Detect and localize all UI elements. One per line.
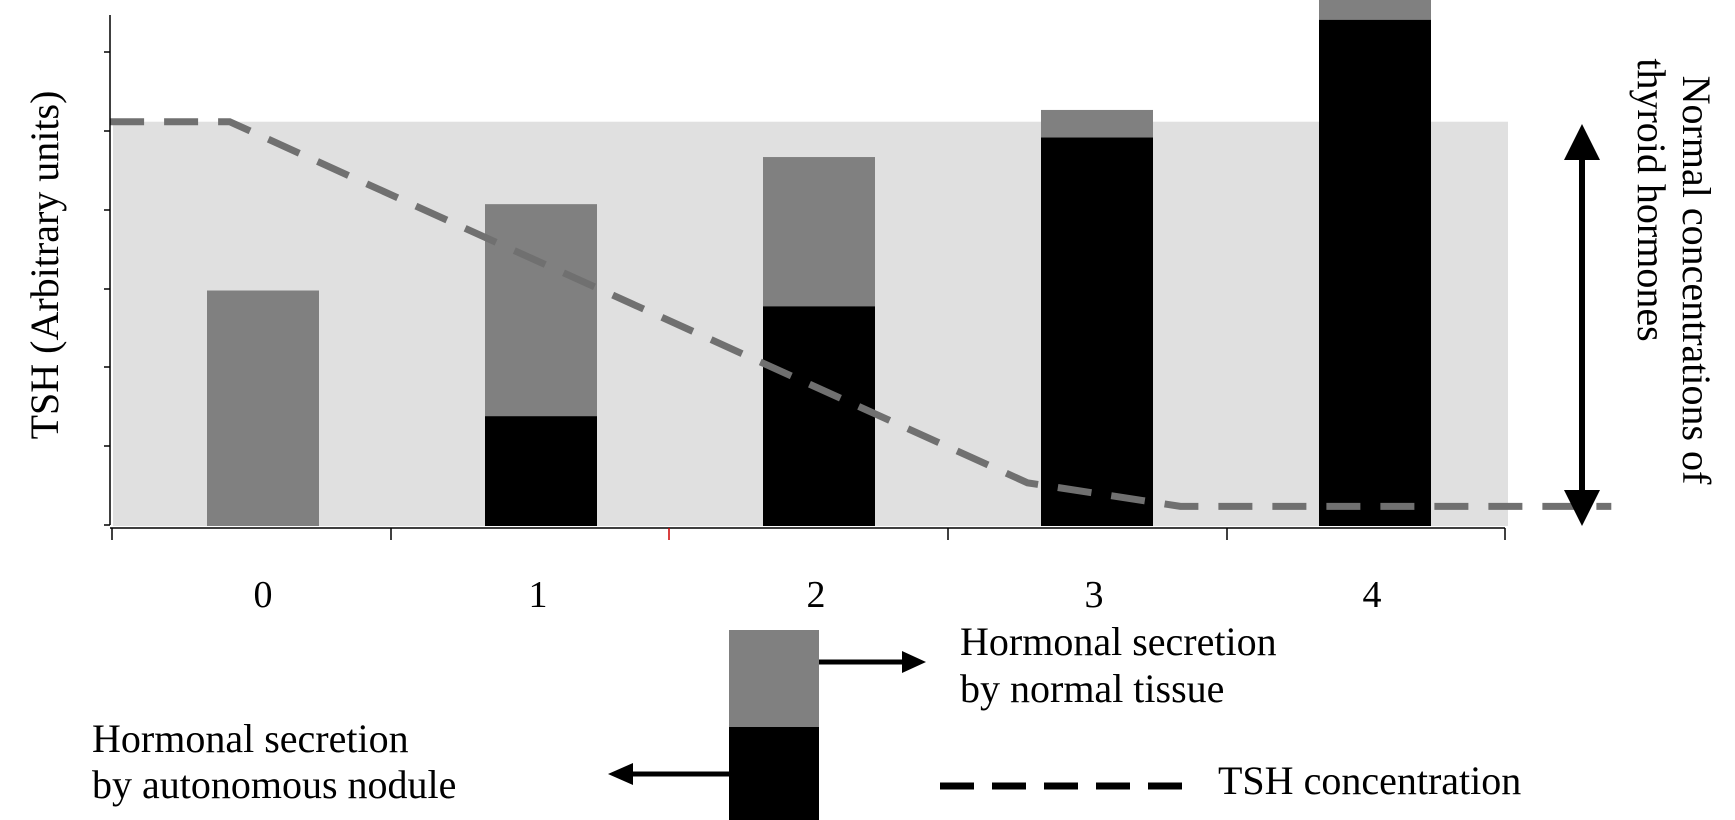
x-tick-label-2: 2 [807,574,826,616]
bar-segment-autonomous-nodule-3 [1041,137,1153,527]
legend: Hormonal secretion by normal tissue Horm… [92,619,1521,820]
legend-autonomous-nodule-line-1: Hormonal secretion [92,716,409,761]
right-label-line-2: thyroid hormones [1629,58,1674,341]
legend-swatch-normal-tissue [729,630,819,727]
x-tick-label-0: 0 [254,574,273,616]
bar-segment-normal-tissue-4 [1319,0,1431,20]
normal-range-arrow-icon [1564,124,1600,526]
bar-segment-autonomous-nodule-2 [763,306,875,526]
x-tick-label-1: 1 [529,574,548,616]
tsh-concentration-line [110,118,1612,510]
arrow-left-icon [608,763,729,785]
y-axis-ticks [104,51,110,526]
legend-normal-tissue-line-1: Hormonal secretion [960,619,1277,664]
bar-segment-normal-tissue-2 [763,157,875,307]
x-tick-labels: 0 1 2 3 4 [254,574,1382,616]
x-tick-label-4: 4 [1363,574,1382,616]
right-label-line-1: Normal concentrations of [1674,76,1719,485]
bar-segment-normal-tissue-0 [207,290,319,526]
bar-segment-normal-tissue-1 [485,204,597,417]
x-axis-ticks [111,528,1506,540]
legend-tsh-label: TSH concentration [1218,758,1521,803]
legend-swatch-autonomous-nodule [729,727,819,820]
y-axis-label: TSH (Arbitrary units) [22,91,67,440]
bar-segment-normal-tissue-3 [1041,109,1153,138]
bars-group [207,0,1431,527]
arrow-right-icon [819,651,926,673]
bar-segment-autonomous-nodule-4 [1319,19,1431,527]
x-tick-label-3: 3 [1085,574,1104,616]
legend-autonomous-nodule-line-2: by autonomous nodule [92,762,456,807]
bar-segment-autonomous-nodule-1 [485,416,597,526]
legend-normal-tissue-line-2: by normal tissue [960,666,1224,711]
